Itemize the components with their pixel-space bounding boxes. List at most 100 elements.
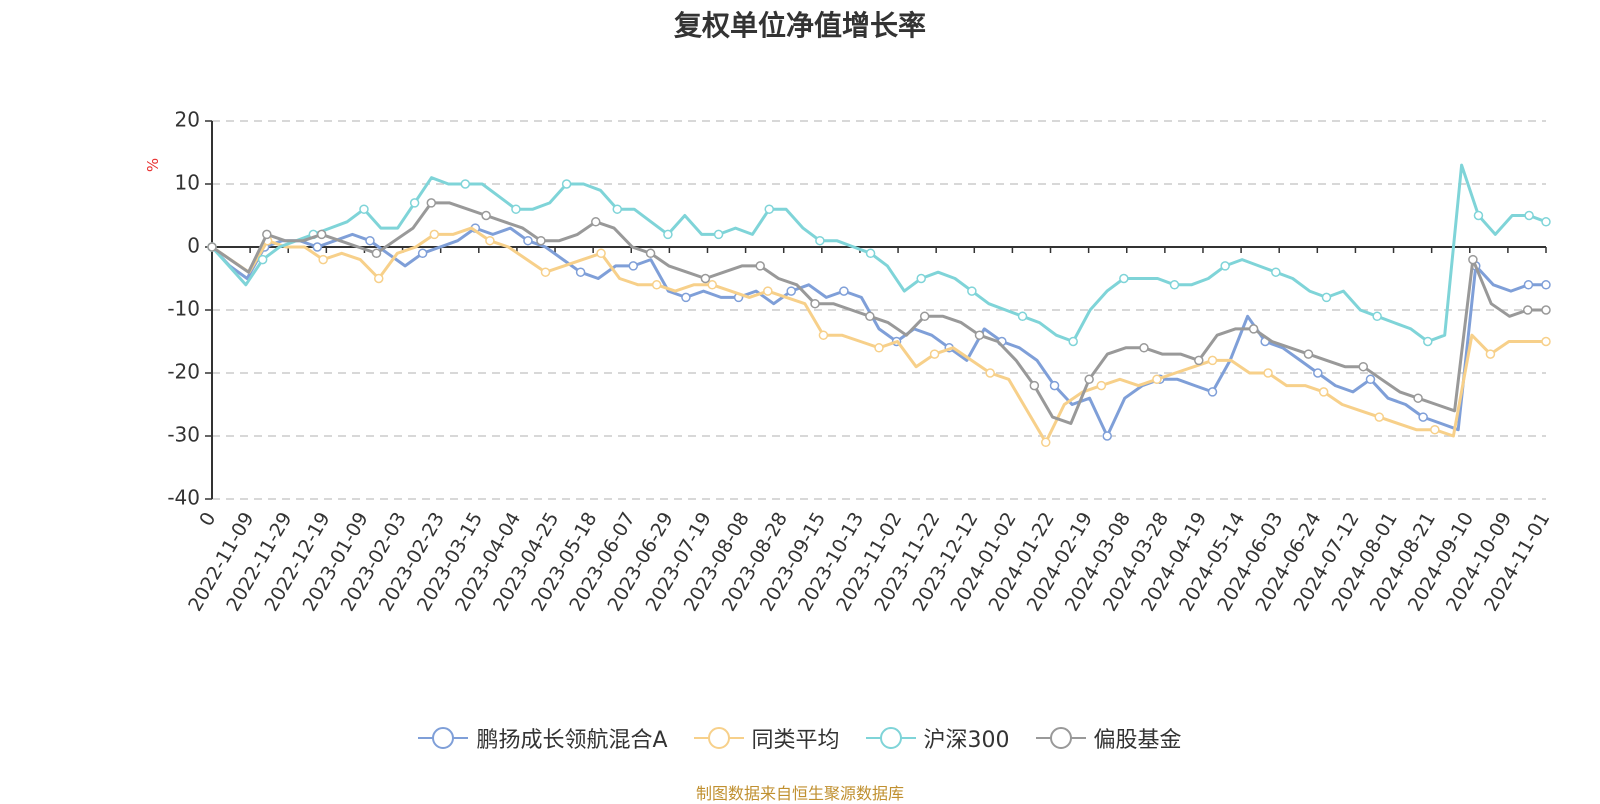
data-point (1321, 292, 1332, 303)
data-point (316, 229, 327, 240)
data-point (1372, 311, 1382, 322)
data-point (511, 204, 521, 214)
data-point (1541, 305, 1551, 315)
data-point (262, 229, 272, 240)
data-point (1522, 305, 1533, 315)
data-point (1541, 217, 1551, 227)
data-point (1102, 431, 1112, 441)
data-point (707, 280, 717, 290)
series-line (210, 226, 1546, 438)
legend-marker-icon (865, 727, 916, 749)
data-point (865, 311, 875, 322)
y-tick-label: -10 (167, 297, 200, 321)
data-point (359, 204, 369, 214)
data-point (1194, 355, 1204, 366)
data-point (417, 248, 428, 259)
legend-item[interactable]: 同类平均 (693, 722, 840, 754)
data-point (1248, 324, 1259, 334)
legend-marker-icon (1035, 727, 1086, 749)
data-point (713, 229, 724, 240)
data-point (1271, 267, 1281, 277)
x-tick-label: 0 (195, 509, 220, 530)
data-point (1524, 210, 1534, 221)
data-point (1313, 368, 1323, 378)
data-source-note: 制图数据来自恒生聚源数据库 (695, 784, 904, 803)
data-point (1541, 280, 1551, 290)
series-line (210, 163, 1547, 343)
gridlines (212, 120, 1546, 500)
data-point (1523, 280, 1534, 290)
legend-label: 沪深300 (923, 728, 1010, 753)
data-point (318, 254, 328, 265)
legend-item[interactable]: 鹏扬成长领航混合A (418, 722, 668, 754)
chart-title: 复权单位净值增长率 (673, 9, 926, 42)
data-point (1049, 380, 1060, 391)
legend-label: 同类平均 (751, 728, 840, 753)
data-point (839, 286, 849, 296)
data-point (810, 298, 820, 309)
data-point (1029, 380, 1040, 391)
data-point (985, 368, 995, 378)
data-point (257, 254, 268, 265)
data-point (1068, 336, 1078, 347)
data-point (1430, 424, 1440, 435)
legend-label: 鹏扬成长领航混合A (476, 728, 668, 753)
data-point (374, 273, 384, 284)
data-point (561, 179, 572, 189)
data-point (1374, 412, 1384, 422)
data-point (1041, 437, 1051, 448)
data-point (612, 204, 623, 214)
data-point (865, 248, 876, 259)
data-point (755, 261, 765, 271)
y-tick-label: -20 (167, 360, 200, 384)
data-point (967, 286, 977, 296)
data-point (1169, 280, 1180, 290)
legend-label: 偏股基金 (1093, 728, 1182, 753)
data-point (1423, 336, 1433, 347)
data-point (786, 286, 796, 296)
y-tick-label: 20 (175, 108, 200, 132)
legend-marker-icon (418, 727, 469, 749)
data-point (645, 248, 656, 259)
data-point (207, 242, 217, 252)
data-point (1119, 273, 1129, 284)
data-point (974, 330, 985, 340)
data-point (818, 330, 829, 340)
data-point (1096, 380, 1107, 391)
y-tick-label: -30 (167, 423, 200, 447)
data-point (1220, 261, 1230, 271)
data-point (312, 242, 323, 252)
data-point (426, 198, 437, 208)
data-point (460, 179, 471, 189)
data-point (700, 273, 711, 284)
data-point (1365, 374, 1376, 385)
data-point (575, 267, 586, 277)
data-point (763, 286, 773, 296)
data-point (485, 235, 495, 246)
data-point (596, 248, 606, 259)
data-point (764, 204, 774, 214)
data-point (1207, 355, 1218, 366)
data-point (1139, 343, 1149, 353)
data-point (591, 217, 601, 227)
data-point (1485, 349, 1496, 359)
legend-item[interactable]: 偏股基金 (1035, 722, 1182, 754)
data-point (916, 273, 926, 284)
legend-marker-icon (693, 727, 744, 749)
data-point (481, 210, 491, 221)
data-point (1413, 393, 1423, 403)
data-point (1541, 336, 1551, 347)
data-point (540, 267, 551, 277)
data-point (1358, 361, 1369, 372)
legend-item[interactable]: 沪深300 (865, 722, 1010, 754)
data-point (815, 235, 825, 246)
data-point (1303, 349, 1314, 359)
data-point (874, 343, 884, 353)
data-point (523, 235, 533, 246)
data-point (365, 235, 375, 246)
data-point (1207, 387, 1218, 397)
y-tick-label: 10 (175, 171, 200, 195)
data-point (1468, 254, 1478, 265)
data-point (1318, 387, 1329, 397)
